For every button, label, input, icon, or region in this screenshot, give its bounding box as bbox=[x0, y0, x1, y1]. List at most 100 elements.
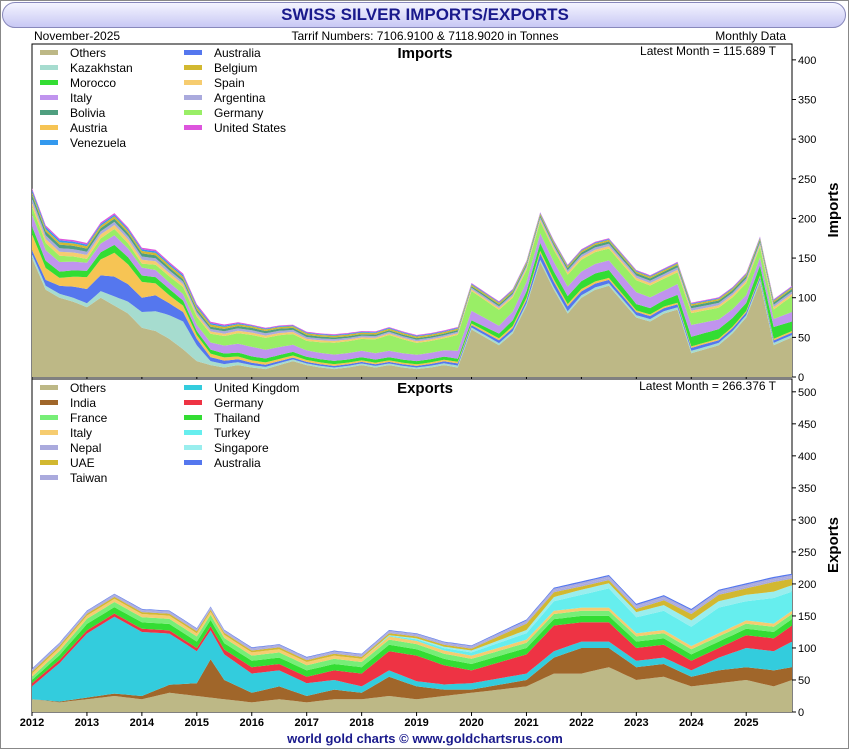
xtick-label: 2014 bbox=[130, 717, 155, 729]
imports-legend-label-australia: Australia bbox=[214, 46, 261, 60]
exports-legend-label-singapore: Singapore bbox=[214, 441, 269, 455]
xtick-label: 2019 bbox=[404, 717, 428, 729]
imports-ytick-label: 150 bbox=[798, 253, 816, 265]
imports-legend-swatch-kazakhstan bbox=[40, 65, 58, 70]
exports-ytick-label: 50 bbox=[798, 675, 810, 687]
imports-legend-label-united-states: United States bbox=[214, 121, 286, 135]
imports-legend-label-others: Others bbox=[70, 46, 106, 60]
exports-legend-label-italy: Italy bbox=[70, 426, 92, 440]
footer-credit: world gold charts © www.goldchartsrus.co… bbox=[287, 731, 563, 746]
exports-ytick-label: 100 bbox=[798, 643, 816, 655]
exports-ytick-label: 350 bbox=[798, 483, 816, 495]
exports-series-france bbox=[32, 602, 792, 680]
xtick-label: 2017 bbox=[294, 717, 318, 729]
exports-legend-swatch-germany bbox=[184, 400, 202, 405]
xtick-label: 2018 bbox=[349, 717, 373, 729]
exports-y-axis-title: Exports bbox=[825, 517, 842, 573]
imports-legend-label-italy: Italy bbox=[70, 91, 92, 105]
imports-legend-swatch-argentina bbox=[184, 95, 202, 100]
exports-panel: 0 50 100 150 200 250 300 350 400 450 500 2012 2013 20… bbox=[20, 378, 842, 729]
imports-legend-label-kazakhstan: Kazakhstan bbox=[70, 61, 133, 75]
frequency-label: Monthly Data bbox=[715, 29, 786, 43]
exports-legend-label-uae: UAE bbox=[70, 456, 95, 470]
imports-latest-month: Latest Month = 115.689 T bbox=[640, 44, 777, 58]
exports-legend-swatch-taiwan bbox=[40, 475, 58, 480]
imports-legend-label-germany: Germany bbox=[214, 106, 263, 120]
tariff-subtitle: Tarrif Numbers: 7106.9100 & 7118.9020 in… bbox=[291, 29, 559, 43]
exports-series-turkey bbox=[32, 588, 792, 674]
exports-legend-swatch-thailand bbox=[184, 415, 202, 420]
exports-legend-swatch-nepal bbox=[40, 445, 58, 450]
exports-legend-label-thailand: Thailand bbox=[214, 411, 260, 425]
exports-legend-label-france: France bbox=[70, 411, 108, 425]
xtick-label: 2016 bbox=[240, 717, 264, 729]
exports-legend-label-india: India bbox=[70, 396, 96, 410]
exports-legend-swatch-uae bbox=[40, 460, 58, 465]
exports-legend-swatch-australia bbox=[184, 460, 202, 465]
chart-title: SWISS SILVER IMPORTS/EXPORTS bbox=[281, 5, 569, 24]
exports-legend-swatch-united-kingdom bbox=[184, 385, 202, 390]
imports-ytick-label: 400 bbox=[798, 55, 816, 67]
imports-legend-label-spain: Spain bbox=[214, 76, 245, 90]
exports-legend-swatch-france bbox=[40, 415, 58, 420]
exports-legend-label-united-kingdom: United Kingdom bbox=[214, 381, 299, 395]
xtick-label: 2015 bbox=[185, 717, 209, 729]
imports-legend-label-belgium: Belgium bbox=[214, 61, 257, 75]
exports-series-others bbox=[32, 667, 792, 712]
exports-ytick-label: 450 bbox=[798, 419, 816, 431]
imports-legend-label-bolivia: Bolivia bbox=[70, 106, 106, 120]
report-date: November-2025 bbox=[34, 29, 121, 43]
imports-panel: 0 50 100 150 200 250 300 350 400 Imports Latest Mo… bbox=[31, 43, 842, 384]
imports-legend-swatch-others bbox=[40, 50, 58, 55]
imports-ytick-label: 200 bbox=[798, 213, 816, 225]
xtick-label: 2024 bbox=[679, 717, 704, 729]
imports-legend-swatch-italy bbox=[40, 95, 58, 100]
imports-legend-label-argentina: Argentina bbox=[214, 91, 266, 105]
imports-ytick-label: 0 bbox=[798, 372, 804, 384]
imports-ytick-label: 250 bbox=[798, 174, 816, 186]
exports-ytick-label: 150 bbox=[798, 611, 816, 623]
imports-legend-swatch-united-states bbox=[184, 125, 202, 130]
exports-ytick-label: 0 bbox=[798, 707, 804, 719]
exports-ytick-label: 300 bbox=[798, 515, 816, 527]
exports-legend-swatch-singapore bbox=[184, 445, 202, 450]
imports-legend-swatch-belgium bbox=[184, 65, 202, 70]
exports-legend-swatch-turkey bbox=[184, 430, 202, 435]
xtick-label: 2020 bbox=[459, 717, 483, 729]
exports-legend-label-turkey: Turkey bbox=[214, 426, 250, 440]
exports-ytick-label: 400 bbox=[798, 451, 816, 463]
exports-series-thailand bbox=[32, 607, 792, 684]
exports-series-united-kingdom bbox=[32, 616, 792, 702]
exports-legend-label-taiwan: Taiwan bbox=[70, 471, 107, 485]
exports-ytick-label: 500 bbox=[798, 387, 816, 399]
exports-ytick-label: 250 bbox=[798, 547, 816, 559]
exports-series-germany bbox=[32, 613, 792, 687]
imports-legend-swatch-morocco bbox=[40, 80, 58, 85]
imports-legend-label-venezuela: Venezuela bbox=[70, 136, 126, 150]
exports-panel-title: Exports bbox=[397, 380, 453, 397]
xtick-label: 2023 bbox=[624, 717, 648, 729]
imports-ytick-label: 50 bbox=[798, 332, 810, 344]
exports-legend-label-nepal: Nepal bbox=[70, 441, 101, 455]
imports-legend-swatch-spain bbox=[184, 80, 202, 85]
xtick-label: 2021 bbox=[514, 717, 538, 729]
imports-y-axis-title: Imports bbox=[825, 182, 842, 237]
imports-ytick-label: 300 bbox=[798, 134, 816, 146]
exports-latest-month: Latest Month = 266.376 T bbox=[639, 379, 777, 393]
xtick-label: 2012 bbox=[20, 717, 44, 729]
exports-legend-swatch-india bbox=[40, 400, 58, 405]
xtick-label: 2025 bbox=[734, 717, 758, 729]
imports-ytick-label: 350 bbox=[798, 95, 816, 107]
imports-panel-title: Imports bbox=[397, 45, 452, 62]
imports-legend-swatch-austria bbox=[40, 125, 58, 130]
imports-series-others bbox=[32, 258, 792, 377]
imports-legend-swatch-bolivia bbox=[40, 110, 58, 115]
imports-legend-swatch-australia bbox=[184, 50, 202, 55]
imports-legend-swatch-venezuela bbox=[40, 140, 58, 145]
xtick-label: 2022 bbox=[569, 717, 593, 729]
imports-areas bbox=[32, 188, 792, 377]
exports-areas bbox=[32, 573, 792, 712]
exports-legend-swatch-others bbox=[40, 385, 58, 390]
